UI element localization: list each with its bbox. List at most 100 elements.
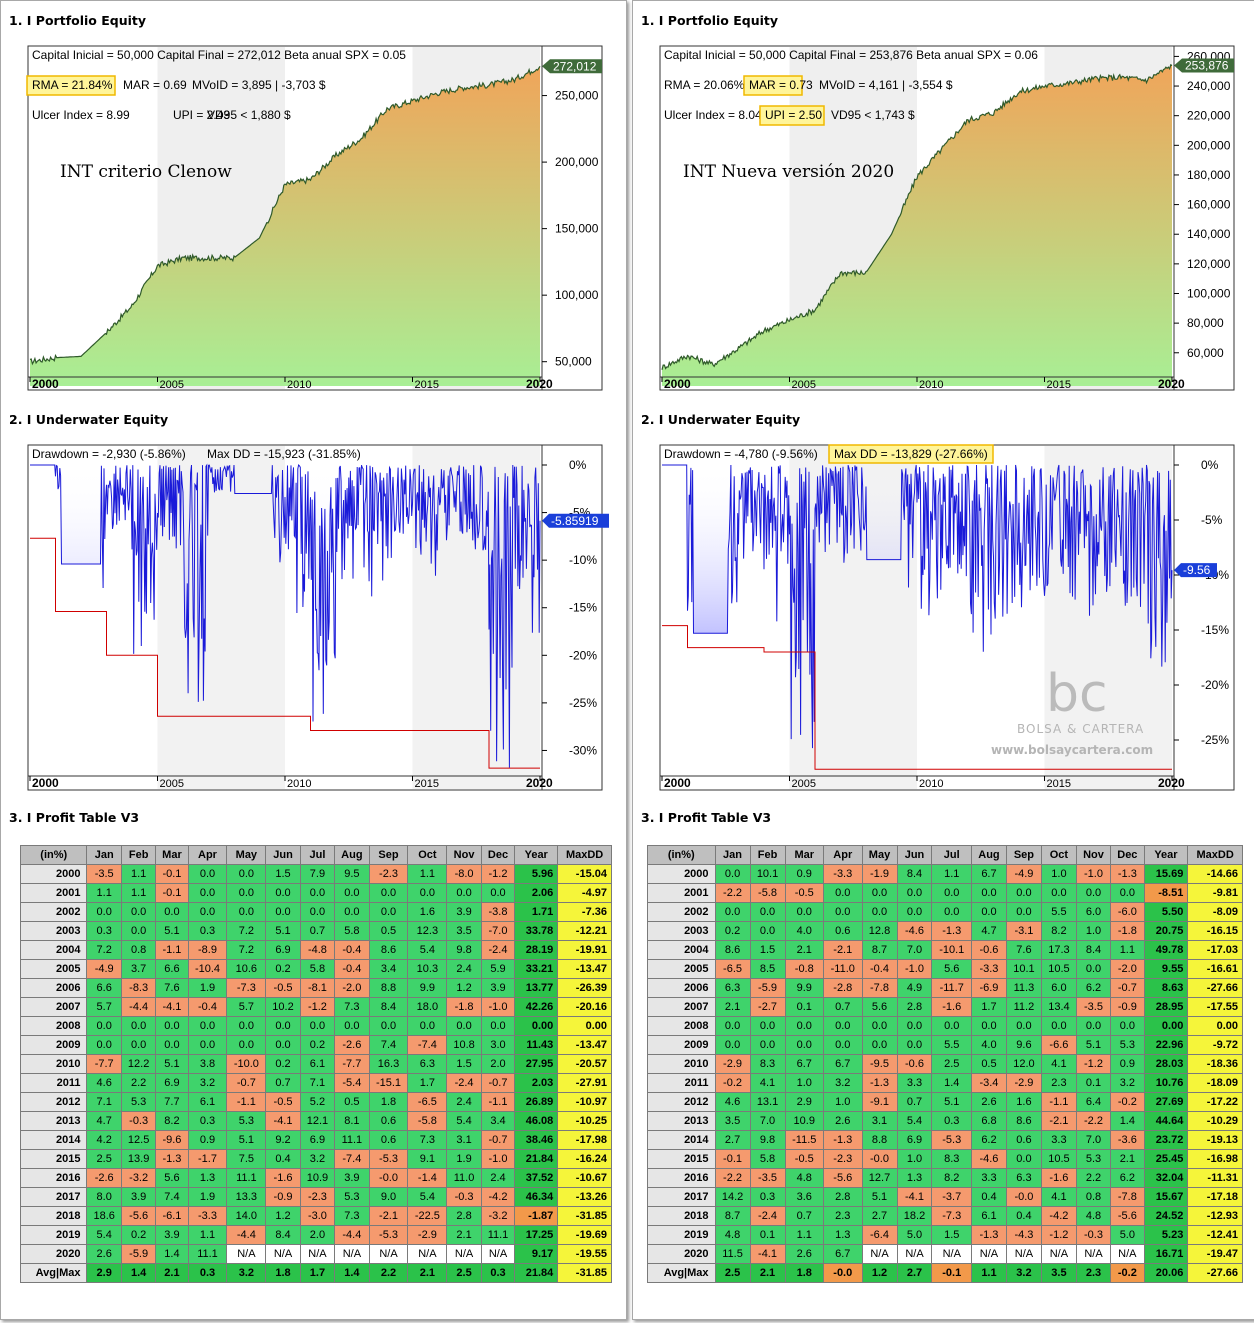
month-cell: -7.7 <box>334 1054 370 1074</box>
month-cell: 8.4 <box>896 864 933 884</box>
year-cell: 2006 <box>19 978 88 998</box>
month-cell: 6.1 <box>187 1092 228 1112</box>
month-cell: 10.6 <box>226 959 267 979</box>
month-cell: -4.2 <box>480 1187 516 1207</box>
month-cell: -0.2 <box>1110 1263 1145 1283</box>
month-cell: 0.0 <box>299 902 336 922</box>
month-cell: -0.1 <box>714 1149 751 1169</box>
month-cell: 1.4 <box>931 1073 972 1093</box>
month-cell: -1.1 <box>480 1092 516 1112</box>
month-cell: 5.4 <box>896 1111 933 1131</box>
month-cell: 0.0 <box>155 1016 189 1036</box>
column-header: Jul <box>931 845 972 865</box>
month-cell: 8.6 <box>368 940 409 960</box>
year-total-cell: 10.76 <box>1143 1073 1189 1093</box>
month-cell: 5.8 <box>299 959 336 979</box>
month-cell: 0.0 <box>823 883 863 903</box>
month-cell: -8.0 <box>446 864 482 884</box>
y-tick-label: -15% <box>1201 623 1229 637</box>
month-cell: 2.7 <box>861 1206 898 1226</box>
month-cell: 1.2 <box>265 1206 301 1226</box>
month-cell: 3.1 <box>446 1130 482 1150</box>
section-title-profit-table: 3. I Profit Table V3 <box>9 810 140 825</box>
month-cell: -2.0 <box>1110 959 1145 979</box>
month-cell: 0.3 <box>749 1187 786 1207</box>
table-header-row: (in%) Jan Feb Mar Apr May Jun Jul Aug Sep Oct Nov De… <box>647 845 1243 865</box>
maxdd-cell: -12.41 <box>1187 1225 1243 1245</box>
maxdd-cell: -18.36 <box>1187 1054 1243 1074</box>
month-cell: -5.6 <box>1110 1206 1145 1226</box>
y-tick-label: 100,000 <box>555 288 599 302</box>
month-cell: 2.9 <box>86 1263 122 1283</box>
month-cell: -11.0 <box>823 959 863 979</box>
year-cell: 2020 <box>19 1244 88 1264</box>
month-cell: 7.3 <box>407 1130 448 1150</box>
avg-row: Avg|Max 2.5 2.1 1.8 -0.0 1.2 2.7 -0.1 1.1 3.2 3.5 2… <box>647 1263 1243 1283</box>
month-cell: 0.2 <box>265 1054 301 1074</box>
column-header: May <box>226 845 267 865</box>
y-tick-label: 250,000 <box>555 89 599 103</box>
column-header: May <box>861 845 898 865</box>
x-tick-label: 2005 <box>160 778 184 790</box>
month-cell: 5.1 <box>226 1130 267 1150</box>
chart-annotation: INT Nueva versión 2020 <box>683 162 894 182</box>
table-row: 2019 4.8 0.1 1.1 1.3 -6.4 5.0 1.5 -1.3 -4.3 -1.2 -0… <box>647 1225 1243 1245</box>
month-cell: 1.1 <box>120 883 157 903</box>
maxdd-cell: 0.00 <box>1187 1016 1243 1036</box>
month-cell: 0.0 <box>896 902 933 922</box>
month-cell: 0.0 <box>120 1016 157 1036</box>
month-cell: 8.7 <box>861 940 898 960</box>
year-total-cell: 0.00 <box>514 1016 559 1036</box>
year-total-cell: 5.96 <box>514 864 559 884</box>
month-cell: 4.2 <box>86 1130 122 1150</box>
month-cell: 10.3 <box>407 959 448 979</box>
table-row: 2006 6.3 -5.9 9.9 -2.8 -7.8 4.9 -11.7 -6.9 11.3 6.… <box>647 978 1243 998</box>
month-cell: 0.0 <box>714 1035 751 1055</box>
month-cell: 0.0 <box>1110 883 1145 903</box>
x-tick-label: 2020 <box>1158 776 1185 790</box>
month-cell: 9.9 <box>784 978 825 998</box>
maxdd-cell: -14.66 <box>1187 864 1243 884</box>
current-dd-label: -5.85919 <box>551 514 599 528</box>
x-tick-label: 2010 <box>287 379 311 391</box>
maxdd-cell: -16.24 <box>557 1149 612 1169</box>
stat-rma: RMA = 21.84% <box>32 78 113 92</box>
month-cell: -6.0 <box>1110 902 1145 922</box>
month-cell: 8.0 <box>86 1187 122 1207</box>
month-cell: 2.3 <box>1075 1263 1112 1283</box>
month-cell: -0.7 <box>226 1073 267 1093</box>
month-cell: -4.4 <box>226 1225 267 1245</box>
month-cell: 10.9 <box>784 1111 825 1131</box>
month-cell: -6.6 <box>1040 1035 1077 1055</box>
month-cell: -2.0 <box>334 978 370 998</box>
year-cell: 2000 <box>19 864 88 884</box>
table-row: 2002 0.0 0.0 0.0 0.0 0.0 0.0 0.0 0.0 0.0 1.6 3.9 -3.… <box>19 902 612 922</box>
month-cell: 7.6 <box>155 978 189 998</box>
month-cell: 0.0 <box>1075 883 1112 903</box>
month-cell: -1.3 <box>1110 864 1145 884</box>
month-cell: 2.1 <box>407 1263 448 1283</box>
month-cell: -1.3 <box>931 921 972 941</box>
month-cell: N/A <box>1040 1244 1077 1264</box>
month-cell: 1.4 <box>155 1244 189 1264</box>
x-tick-label: 2015 <box>415 778 439 790</box>
month-cell: 5.0 <box>896 1225 933 1245</box>
maxdd-cell: -9.72 <box>1187 1035 1243 1055</box>
month-cell: 2.9 <box>784 1092 825 1112</box>
column-header: Year <box>514 845 559 865</box>
year-total-cell: 44.64 <box>1143 1111 1189 1131</box>
maxdd-cell: -27.91 <box>557 1073 612 1093</box>
month-cell: 2.1 <box>155 1263 189 1283</box>
month-cell: -2.2 <box>714 883 751 903</box>
month-cell: 1.9 <box>446 1149 482 1169</box>
month-cell: -1.8 <box>446 997 482 1017</box>
month-cell: 0.0 <box>784 1016 825 1036</box>
month-cell: 3.1 <box>861 1111 898 1131</box>
month-cell: -0.0 <box>368 1168 409 1188</box>
column-header: Aug <box>334 845 370 865</box>
table-row: 2015 2.5 13.9 -1.3 -1.7 7.5 0.4 3.2 -7.4 -5.3 9.1 1… <box>19 1149 612 1169</box>
final-value-tag <box>1174 58 1234 73</box>
month-cell: 6.8 <box>970 1111 1007 1131</box>
month-cell: 6.2 <box>1110 1168 1145 1188</box>
month-cell: -0.0 <box>1005 1187 1042 1207</box>
